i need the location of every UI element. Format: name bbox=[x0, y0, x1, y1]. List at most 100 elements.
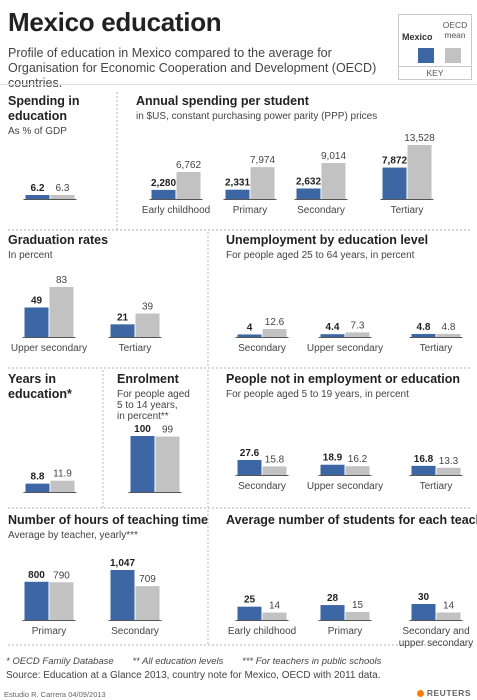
panel-subtitle: Average by teacher, yearly*** bbox=[8, 530, 138, 541]
category-label: Primary bbox=[328, 626, 362, 637]
value-label-oecd: 13,528 bbox=[404, 133, 435, 144]
value-label-mexico: 25 bbox=[244, 595, 256, 606]
value-label-mexico: 21 bbox=[117, 312, 129, 323]
value-label-mexico: 2,632 bbox=[296, 176, 321, 187]
bar-mexico bbox=[25, 483, 50, 492]
bar-oecd bbox=[262, 466, 287, 475]
value-label-mexico: 100 bbox=[134, 424, 151, 435]
panel-subtitle: in $US, constant purchasing power parity… bbox=[136, 111, 377, 122]
value-label-oecd: 790 bbox=[53, 570, 70, 581]
bar-mexico bbox=[411, 604, 436, 620]
category-label: Upper secondary bbox=[307, 481, 383, 492]
value-label-oecd: 99 bbox=[162, 425, 174, 436]
value-label-mexico: 2,280 bbox=[151, 178, 176, 189]
reuters-logo-icon bbox=[416, 690, 424, 698]
key-divider bbox=[399, 66, 471, 67]
panel-subtitle: in percent** bbox=[117, 411, 169, 422]
bar-oecd bbox=[436, 333, 461, 337]
bar-mexico bbox=[130, 436, 155, 492]
category-label: Tertiary bbox=[119, 343, 152, 354]
page-title: Mexico education bbox=[8, 7, 222, 37]
category-label: Tertiary bbox=[391, 205, 424, 216]
bar-mexico bbox=[24, 307, 49, 337]
panel-title: Average number of students for each teac… bbox=[226, 513, 477, 527]
bar-mexico bbox=[296, 188, 321, 199]
page-subtitle: Profile of education in Mexico compared … bbox=[8, 46, 377, 90]
value-label-oecd: 4.8 bbox=[442, 322, 456, 333]
category-label: Secondary bbox=[111, 626, 159, 637]
value-label-oecd: 6,762 bbox=[176, 160, 201, 171]
bar-mexico bbox=[320, 334, 345, 337]
value-label-oecd: 13.3 bbox=[439, 456, 459, 467]
bar-oecd bbox=[135, 586, 160, 620]
value-label-mexico: 30 bbox=[418, 592, 430, 603]
bar-oecd bbox=[436, 612, 461, 620]
bar-oecd bbox=[176, 172, 201, 199]
bar-oecd bbox=[407, 145, 432, 199]
category-label: Early childhood bbox=[142, 205, 210, 216]
key-oecd-label: OECD mean bbox=[442, 20, 468, 40]
category-label: upper secondary bbox=[399, 638, 474, 649]
bar-oecd bbox=[49, 582, 74, 620]
bar-oecd bbox=[135, 313, 160, 337]
category-label: Primary bbox=[32, 626, 66, 637]
category-label: Secondary bbox=[297, 205, 345, 216]
key-mexico-swatch bbox=[418, 48, 434, 63]
panel-title: Unemployment by education level bbox=[226, 233, 428, 247]
panel-title: education* bbox=[8, 387, 72, 401]
bar-oecd bbox=[49, 287, 74, 337]
footnotes: * OECD Family Database ** All education … bbox=[6, 656, 397, 667]
bar-mexico bbox=[382, 167, 407, 199]
value-label-oecd: 39 bbox=[142, 302, 154, 313]
panel-title: Spending in bbox=[8, 94, 80, 108]
footnote-1: * OECD Family Database bbox=[6, 656, 114, 667]
value-label-mexico: 800 bbox=[28, 570, 45, 581]
value-label-oecd: 9,014 bbox=[321, 151, 346, 162]
value-label-mexico: 49 bbox=[31, 295, 43, 306]
bar-mexico bbox=[320, 464, 345, 475]
bar-oecd bbox=[321, 163, 346, 199]
value-label-mexico: 4 bbox=[247, 322, 253, 333]
credit-line: Estudio R. Carrera 04/09/2013 bbox=[4, 690, 106, 699]
category-label: Secondary bbox=[238, 481, 286, 492]
value-label-oecd: 11.9 bbox=[53, 469, 72, 480]
value-label-oecd: 15.8 bbox=[265, 454, 285, 465]
value-label-oecd: 16.2 bbox=[348, 454, 368, 465]
panel-subtitle: For people aged 25 to 64 years, in perce… bbox=[226, 250, 415, 261]
value-label-mexico: 2,331 bbox=[225, 178, 250, 189]
brand-name: REUTERS bbox=[426, 688, 471, 698]
footnote-3: *** For teachers in public schools bbox=[242, 656, 382, 667]
category-label: Primary bbox=[233, 205, 267, 216]
bar-mexico bbox=[320, 605, 345, 620]
panel-title: Annual spending per student bbox=[136, 94, 310, 108]
value-label-oecd: 83 bbox=[56, 275, 68, 286]
bar-mexico bbox=[110, 570, 135, 620]
panel-title: Years in bbox=[8, 372, 56, 386]
legend-key: Mexico OECD mean KEY bbox=[398, 14, 472, 80]
panel-subtitle: 5 to 14 years, bbox=[117, 400, 178, 411]
value-label-mexico: 16.8 bbox=[414, 454, 434, 465]
panel-title: Enrolment bbox=[117, 372, 180, 386]
panel-subtitle: For people aged bbox=[117, 389, 190, 400]
category-label: Secondary bbox=[238, 343, 286, 354]
key-oecd-swatch bbox=[445, 48, 461, 63]
panel-title: People not in employment or education bbox=[226, 372, 460, 386]
source-note: Source: Education at a Glance 2013, coun… bbox=[6, 670, 381, 681]
value-label-oecd: 709 bbox=[139, 574, 156, 585]
bar-oecd bbox=[345, 466, 370, 475]
value-label-oecd: 7.3 bbox=[351, 320, 365, 331]
bar-mexico bbox=[25, 195, 50, 199]
brand-logo: REUTERS bbox=[416, 688, 471, 698]
bar-mexico bbox=[151, 189, 176, 199]
bar-oecd bbox=[262, 329, 287, 337]
value-label-oecd: 14 bbox=[443, 601, 455, 612]
bar-mexico bbox=[411, 333, 436, 337]
header-divider bbox=[0, 84, 477, 85]
category-label: Upper secondary bbox=[307, 343, 383, 354]
footnote-2: ** All education levels bbox=[132, 656, 224, 667]
value-label-mexico: 4.8 bbox=[417, 322, 431, 333]
key-mexico-label: Mexico bbox=[402, 32, 433, 42]
bar-mexico bbox=[237, 606, 262, 620]
panel-title: Graduation rates bbox=[8, 233, 108, 247]
